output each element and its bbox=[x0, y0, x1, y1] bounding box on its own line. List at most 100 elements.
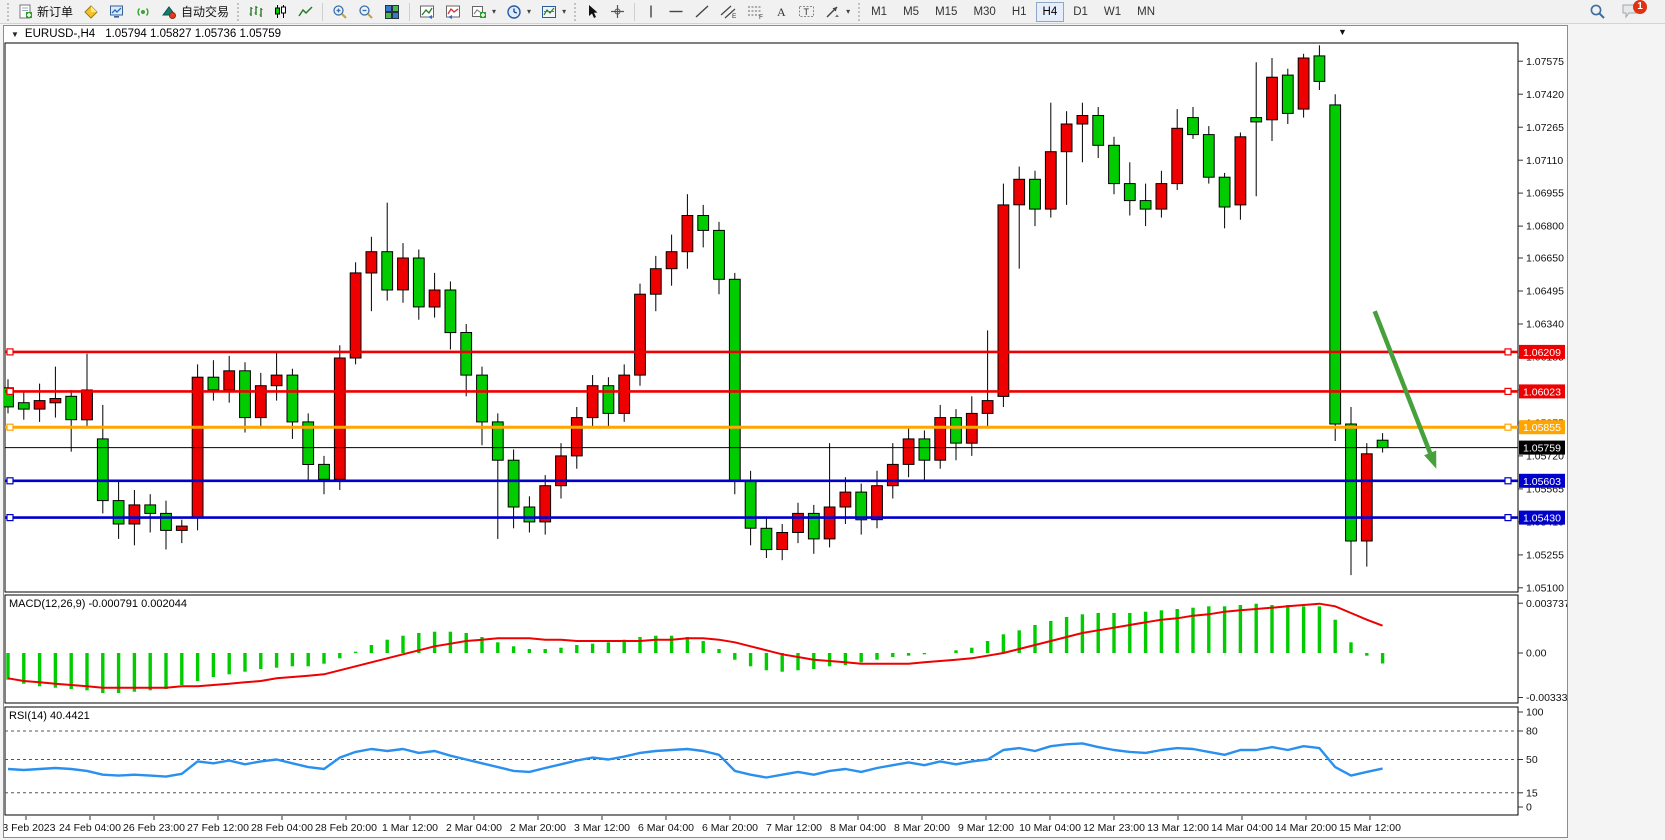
search-button[interactable] bbox=[1584, 1, 1611, 22]
timeframe-M1[interactable]: M1 bbox=[871, 5, 888, 18]
label-tool-button[interactable]: T bbox=[793, 1, 820, 22]
main-toolbar: 新订单 自动交易 bbox=[0, 0, 1665, 24]
fibonacci-icon: F bbox=[748, 6, 763, 19]
timeframe-H1[interactable]: H1 bbox=[1011, 5, 1027, 18]
toolbar-separator bbox=[322, 2, 324, 21]
market-watch-button[interactable] bbox=[104, 1, 130, 22]
svg-text:28 Feb 04:00: 28 Feb 04:00 bbox=[251, 822, 313, 834]
ohlc-bars-icon bbox=[249, 6, 263, 17]
svg-text:15: 15 bbox=[1526, 787, 1538, 799]
hline-handle bbox=[1504, 513, 1512, 522]
timeframe-M5[interactable]: M5 bbox=[903, 5, 920, 18]
svg-text:A: A bbox=[777, 5, 786, 19]
price-chart[interactable]: MACD(12,26,9) -0.000791 0.002044 RSI(14) … bbox=[4, 42, 1567, 837]
zoom-out-button[interactable] bbox=[353, 1, 379, 22]
hline-handle bbox=[6, 477, 14, 485]
svg-text:1.06209: 1.06209 bbox=[1523, 347, 1561, 359]
rsi-panel[interactable]: RSI(14) 40.4421 bbox=[4, 706, 1519, 816]
timeframe-group: M1 M5 M15 M30 H1 H4 D1 W1 MN bbox=[864, 1, 1162, 22]
price-lines[interactable] bbox=[5, 348, 1518, 522]
zoom-in-icon bbox=[333, 4, 347, 19]
zoom-in-button[interactable] bbox=[327, 1, 353, 22]
timeframe-M15[interactable]: M15 bbox=[935, 5, 958, 18]
timeframe-D1[interactable]: D1 bbox=[1073, 5, 1088, 18]
trendline-tool-button[interactable] bbox=[689, 1, 715, 22]
crosshair-tool-button[interactable] bbox=[605, 1, 630, 22]
svg-text:24 Feb 04:00: 24 Feb 04:00 bbox=[59, 822, 121, 834]
text-tool-button[interactable]: A bbox=[769, 1, 793, 22]
timeframe-W1[interactable]: W1 bbox=[1103, 5, 1122, 18]
gold-diamond-icon bbox=[84, 4, 98, 19]
notifications-button[interactable]: 1 bbox=[1621, 0, 1647, 22]
timeframe-M30[interactable]: M30 bbox=[973, 5, 996, 18]
timeframe-MN[interactable]: MN bbox=[1137, 5, 1156, 18]
svg-text:1.07420: 1.07420 bbox=[1526, 89, 1564, 101]
cursor-arrow-icon bbox=[589, 5, 598, 18]
hline-handle bbox=[6, 513, 14, 522]
fibonacci-tool-button[interactable]: F bbox=[742, 1, 769, 22]
candles bbox=[4, 45, 1389, 576]
svg-text:1.06495: 1.06495 bbox=[1526, 286, 1564, 298]
main-price-panel[interactable] bbox=[4, 42, 1519, 593]
svg-text:0: 0 bbox=[1526, 802, 1532, 814]
new-chart-button[interactable]: ▾ bbox=[466, 1, 501, 22]
market-watch-icon bbox=[110, 5, 124, 18]
text-icon: A bbox=[777, 5, 786, 19]
dropdown-caret-icon: ▾ bbox=[562, 7, 567, 16]
horizontal-line-tool-button[interactable] bbox=[663, 1, 689, 22]
svg-text:15 Mar 12:00: 15 Mar 12:00 bbox=[1339, 822, 1401, 834]
line-chart-type-button[interactable] bbox=[293, 1, 318, 22]
svg-text:1.05100: 1.05100 bbox=[1526, 582, 1564, 594]
svg-text:1.06340: 1.06340 bbox=[1526, 319, 1564, 331]
svg-text:2 Mar 04:00: 2 Mar 04:00 bbox=[446, 822, 502, 834]
toolbar-right-zone: 1 bbox=[1584, 0, 1661, 22]
rsi-line bbox=[7, 742, 1383, 779]
cursor-tool-button[interactable] bbox=[580, 1, 605, 22]
indicator-list-button[interactable] bbox=[440, 1, 466, 22]
equidistant-channel-tool-button[interactable]: E bbox=[715, 1, 742, 22]
autotrade-label: 自动交易 bbox=[181, 5, 230, 19]
periods-button[interactable]: ▾ bbox=[501, 1, 536, 22]
arrows-tool-button[interactable]: ▾ bbox=[820, 1, 855, 22]
scroll-to-end-icon[interactable]: ▼ bbox=[1338, 27, 1347, 37]
title-dropdown-icon[interactable]: ▼ bbox=[11, 29, 19, 39]
autotrade-button[interactable]: 自动交易 bbox=[156, 1, 234, 22]
hline-handle bbox=[6, 348, 14, 356]
new-order-label: 新订单 bbox=[37, 5, 74, 19]
signals-button[interactable] bbox=[130, 1, 156, 22]
vertical-line-tool-button[interactable] bbox=[639, 1, 663, 22]
tile-windows-button[interactable] bbox=[379, 1, 405, 22]
trend-arrow[interactable] bbox=[1372, 310, 1437, 469]
svg-text:0.003737: 0.003737 bbox=[1526, 598, 1567, 610]
price-axis[interactable]: 1.07575 1.07420 1.07265 1.07110 1.06955 1.068… bbox=[1518, 56, 1567, 814]
chart-window: ▼ EURUSD-,H4 1.05794 1.05827 1.05736 1.0… bbox=[3, 25, 1568, 838]
svg-text:8 Mar 04:00: 8 Mar 04:00 bbox=[830, 822, 886, 834]
templates-button[interactable]: ▾ bbox=[536, 1, 571, 22]
timeframe-H4[interactable]: H4 bbox=[1035, 1, 1065, 22]
dropdown-caret-icon: ▾ bbox=[846, 7, 851, 16]
svg-text:-0.003337: -0.003337 bbox=[1526, 692, 1567, 704]
macd-signal-line bbox=[7, 602, 1383, 689]
text-label-icon: T bbox=[799, 6, 815, 17]
bar-chart-type-button[interactable] bbox=[243, 1, 268, 22]
candle-chart-type-button[interactable] bbox=[268, 1, 293, 22]
vertical-line-icon bbox=[650, 5, 652, 18]
indicator-window-button[interactable] bbox=[414, 1, 440, 22]
horizontal-line-icon bbox=[669, 10, 683, 13]
svg-text:6 Mar 04:00: 6 Mar 04:00 bbox=[638, 822, 694, 834]
svg-text:23 Feb 2023: 23 Feb 2023 bbox=[4, 822, 56, 834]
chart-titlebar[interactable]: ▼ EURUSD-,H4 1.05794 1.05827 1.05736 1.0… bbox=[4, 26, 1567, 42]
new-order-button[interactable]: 新订单 bbox=[13, 1, 78, 22]
rsi-label: RSI(14) 40.4421 bbox=[9, 710, 90, 722]
macd-panel[interactable]: MACD(12,26,9) -0.000791 0.002044 bbox=[4, 594, 1519, 704]
hline-handle bbox=[1504, 423, 1512, 431]
autotrade-icon bbox=[162, 5, 177, 19]
svg-text:0.00: 0.00 bbox=[1526, 648, 1547, 660]
svg-text:1.06650: 1.06650 bbox=[1526, 253, 1564, 265]
tile-windows-icon bbox=[385, 4, 400, 19]
svg-text:12 Mar 23:00: 12 Mar 23:00 bbox=[1083, 822, 1145, 834]
gold-symbol-button[interactable] bbox=[78, 1, 104, 22]
toolbar-grip bbox=[574, 2, 577, 21]
price-badge-1.05603: 1.05603 bbox=[1519, 473, 1565, 488]
